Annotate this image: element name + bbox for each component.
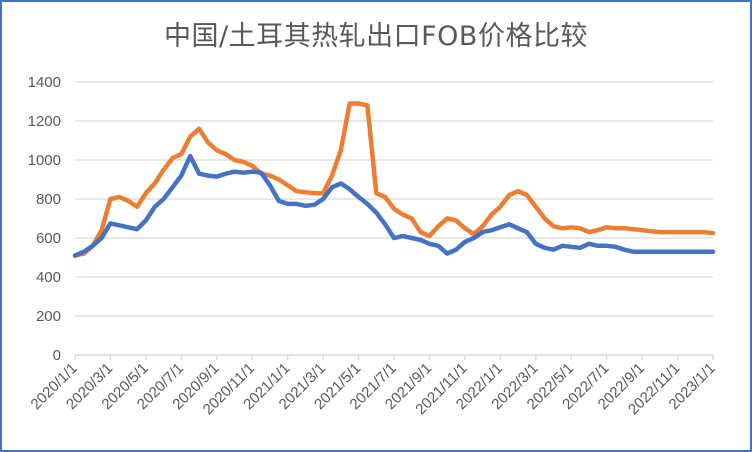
y-tick-label: 200 — [36, 308, 61, 325]
y-tick-label: 1200 — [28, 113, 61, 130]
gridlines — [75, 81, 713, 317]
series-lines — [72, 101, 716, 258]
y-tick-label: 600 — [36, 230, 61, 247]
y-tick-label: 0 — [53, 347, 61, 364]
series-line-china — [72, 153, 716, 258]
y-tick-label: 1000 — [28, 152, 61, 169]
y-tick-label: 800 — [36, 191, 61, 208]
y-axis: 0 200 400 600 800 1000 1200 1400 — [28, 74, 61, 364]
x-axis: 2020/1/12020/3/12020/5/12020/7/12020/9/1… — [28, 354, 719, 418]
series-line-turkey — [72, 101, 716, 258]
y-tick-label: 400 — [36, 269, 61, 286]
y-tick-label: 1400 — [28, 74, 61, 91]
chart-title: 中国/土耳其热轧出口FOB价格比较 — [164, 21, 588, 52]
